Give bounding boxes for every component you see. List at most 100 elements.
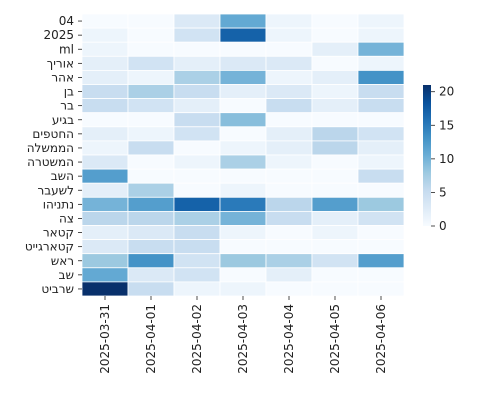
y-tick-label: לשעבר — [37, 183, 74, 197]
heatmap-cell — [219, 140, 267, 156]
heatmap-cell — [265, 225, 313, 241]
heatmap-cell — [311, 196, 359, 212]
heatmap-cell — [127, 98, 175, 114]
heatmap-cell — [127, 239, 175, 255]
heatmap-cell — [357, 98, 405, 114]
heatmap-cell — [357, 253, 405, 269]
colorbar-tick-label: 10 — [439, 152, 454, 166]
y-tick-label: בר — [60, 99, 74, 113]
heatmap-cell — [219, 126, 267, 142]
y-tick-label: שב — [59, 268, 74, 282]
heatmap-cell — [311, 140, 359, 156]
heatmap-cell — [265, 154, 313, 170]
heatmap-cell — [265, 112, 313, 128]
heatmap-cell — [357, 84, 405, 100]
heatmap-cell — [81, 112, 129, 128]
heatmap-cell — [219, 55, 267, 71]
heatmap-cell — [219, 168, 267, 184]
heatmap-cell — [127, 13, 175, 29]
heatmap-cell — [127, 168, 175, 184]
heatmap-cell — [127, 182, 175, 198]
heatmap-cell — [173, 55, 221, 71]
heatmap-cell — [81, 27, 129, 43]
heatmap-cell — [357, 225, 405, 241]
heatmap-cell — [173, 84, 221, 100]
x-tick-label: 2025-04-06 — [374, 304, 388, 374]
heatmap-cell — [357, 27, 405, 43]
colorbar: 0 5 10 15 20 — [423, 85, 454, 233]
heatmap-cell — [127, 253, 175, 269]
heatmap-cell — [219, 253, 267, 269]
heatmap-cell — [173, 225, 221, 241]
heatmap-cell — [357, 140, 405, 156]
heatmap-cell — [311, 168, 359, 184]
heatmap-cell — [265, 98, 313, 114]
x-tick-label: 2025-04-05 — [328, 304, 342, 374]
heatmap-cell — [127, 70, 175, 85]
y-tick-label: החטפים — [32, 127, 74, 141]
heatmap-cell — [265, 168, 313, 184]
heatmap-cell — [127, 55, 175, 71]
heatmap-cell — [265, 13, 313, 29]
heatmap-cell — [219, 70, 267, 85]
heatmap-cell — [127, 84, 175, 100]
heatmap-cell — [81, 98, 129, 114]
y-tick-label: הממשלה — [27, 141, 74, 155]
heatmap-cell — [127, 267, 175, 283]
heatmap-cell — [357, 154, 405, 170]
heatmap-cell — [127, 210, 175, 226]
heatmap-cell — [357, 168, 405, 184]
y-tick-label: קטאר — [43, 226, 74, 240]
heatmap-cell — [311, 84, 359, 100]
heatmap-cell — [81, 70, 129, 85]
heatmap-cell — [265, 196, 313, 212]
heatmap-cell — [173, 196, 221, 212]
heatmap-cell — [311, 13, 359, 29]
heatmap-cell — [219, 84, 267, 100]
y-tick-label: אוריך — [47, 56, 74, 70]
heatmap-cell — [265, 210, 313, 226]
heatmap-cell — [311, 70, 359, 85]
heatmap-cell — [81, 225, 129, 241]
y-tick-label: השב — [51, 169, 74, 183]
heatmap-cell — [219, 182, 267, 198]
heatmap-cell — [311, 281, 359, 297]
y-tick-labels: 042025mlאוריךאהרבןברבגיעהחטפיםהממשלההמשט… — [25, 14, 82, 296]
heatmap-cell — [265, 140, 313, 156]
heatmap-cell — [173, 70, 221, 85]
y-tick-label: 04 — [59, 14, 74, 28]
heatmap-cell — [311, 267, 359, 283]
heatmap-cell — [357, 70, 405, 85]
heatmap-cell — [127, 225, 175, 241]
heatmap-cell — [311, 210, 359, 226]
heatmap-cell — [81, 126, 129, 142]
heatmap-cell — [173, 140, 221, 156]
heatmap-cell — [173, 13, 221, 29]
heatmap-cell — [265, 55, 313, 71]
heatmap-cell — [219, 210, 267, 226]
heatmap-cell — [311, 239, 359, 255]
heatmap-cell — [311, 98, 359, 114]
heatmap-cell — [265, 84, 313, 100]
heatmap-cell — [357, 281, 405, 297]
heatmap-cell — [127, 112, 175, 128]
heatmap-cell — [311, 112, 359, 128]
heatmap-cell — [219, 281, 267, 297]
heatmap-cell — [81, 168, 129, 184]
colorbar-gradient — [423, 85, 431, 226]
heatmap-cell — [357, 196, 405, 212]
heatmap-cell — [81, 154, 129, 170]
heatmap-cell — [173, 27, 221, 43]
heatmap-cell — [81, 55, 129, 71]
y-tick-label: ראש — [51, 254, 74, 268]
heatmap-cell — [81, 13, 129, 29]
heatmap-cell — [173, 267, 221, 283]
heatmap-cell — [219, 98, 267, 114]
heatmap-cell — [357, 55, 405, 71]
heatmap-cell — [265, 27, 313, 43]
heatmap-cell — [173, 98, 221, 114]
heatmap-cell — [81, 140, 129, 156]
heatmap-cell — [219, 13, 267, 29]
x-tick-label: 2025-04-03 — [236, 304, 250, 374]
heatmap-cell — [311, 27, 359, 43]
